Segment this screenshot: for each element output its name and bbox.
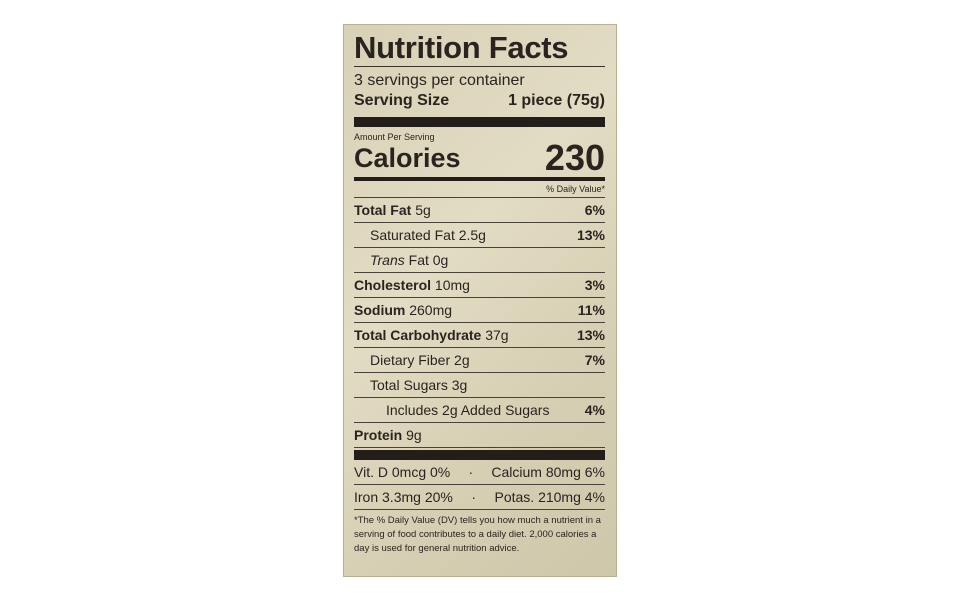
nutrient-row: Trans Fat 0g — [354, 248, 605, 273]
serving-size: Serving Size 1 piece (75g) — [354, 91, 605, 111]
nutrient-row: Dietary Fiber 2g 7% — [354, 348, 605, 373]
nutrient-label: Saturated Fat — [370, 227, 455, 243]
nutrient-amount: 260mg — [409, 302, 453, 318]
serving-size-value: 1 piece (75g) — [508, 92, 605, 109]
nutrient-amount: 0g — [432, 252, 449, 268]
nutrient-label: Dietary Fiber — [370, 352, 451, 368]
vitamin-right: Calcium 80mg 6% — [491, 464, 605, 480]
nutrient-row: Includes 2g Added Sugars 4% — [354, 398, 605, 423]
vitamin-sep: · — [471, 489, 476, 505]
nutrient-list: Total Fat 5g 6% Saturated Fat 2.5g 13% Trans… — [354, 198, 605, 448]
thick-divider — [354, 117, 605, 127]
nutrient-label: Total Sugars — [370, 377, 448, 393]
nutrient-amount: 2.5g — [458, 227, 486, 243]
nutrient-label: Cholesterol — [354, 277, 432, 293]
nutrient-daily-value: 3% — [584, 277, 605, 293]
nutrient-daily-value: 13% — [576, 327, 605, 343]
nutrient-row: Total Sugars 3g — [354, 373, 605, 398]
nutrient-amount: 5g — [415, 202, 431, 218]
nutrient-row: Total Carbohydrate 37g 13% — [354, 323, 605, 348]
nutrient-name: Trans Fat 0g — [354, 248, 448, 272]
vitamin-row: Iron 3.3mg 20% · Potas. 210mg 4% — [354, 485, 605, 510]
nutrient-name: Cholesterol 10mg — [354, 273, 470, 297]
nutrient-label: Total Carbohydrate — [354, 327, 482, 343]
divider — [354, 66, 605, 67]
nutrient-daily-value: 13% — [576, 227, 605, 243]
nutrient-name: Includes 2g Added Sugars — [354, 398, 549, 422]
daily-value-header: % Daily Value* — [354, 181, 605, 198]
nutrient-name: Total Carbohydrate 37g — [354, 323, 509, 347]
nutrient-daily-value: 4% — [584, 402, 605, 418]
amount-per-serving: Amount Per Serving — [354, 132, 435, 142]
serving-size-label: Serving Size — [354, 92, 450, 109]
nutrient-name: Saturated Fat 2.5g — [354, 223, 486, 247]
vitamin-left: Vit. D 0mcg 0% — [354, 464, 451, 480]
nutrient-amount: 37g — [485, 327, 509, 343]
nutrient-amount: 9g — [406, 427, 422, 443]
nutrition-label: Nutrition Facts 3 servings per container… — [343, 24, 617, 577]
nutrient-name: Sodium 260mg — [354, 298, 452, 322]
vitamin-left: Iron 3.3mg 20% — [354, 489, 453, 505]
vitamin-row: Vit. D 0mcg 0% · Calcium 80mg 6% — [354, 460, 605, 485]
nutrient-name: Dietary Fiber 2g — [354, 348, 470, 372]
vitamin-right: Potas. 210mg 4% — [494, 489, 605, 505]
servings-per-container: 3 servings per container — [354, 72, 525, 89]
nutrient-name: Protein 9g — [354, 423, 422, 447]
nutrient-label-suffix: Fat — [408, 252, 429, 268]
nutrient-daily-value: 7% — [584, 352, 605, 368]
nutrient-label: Protein — [354, 427, 403, 443]
calories-label: Calories — [354, 143, 461, 173]
nutrient-row: Total Fat 5g 6% — [354, 198, 605, 223]
nutrient-label: Includes 2g Added Sugars — [386, 402, 550, 418]
medium-divider — [354, 177, 605, 181]
nutrient-daily-value: 11% — [577, 302, 605, 318]
nutrient-label: Total Fat — [354, 202, 412, 218]
calories-value: 230 — [544, 137, 605, 178]
nutrient-label: Trans — [370, 252, 405, 268]
nutrient-amount: 3g — [451, 377, 468, 393]
nutrient-row: Sodium 260mg 11% — [354, 298, 605, 323]
nutrient-row: Protein 9g — [354, 423, 605, 448]
nutrient-amount: 10mg — [434, 277, 470, 293]
vitamin-sep: · — [468, 464, 474, 480]
nutrient-label: Sodium — [354, 302, 406, 318]
nutrient-name: Total Sugars 3g — [354, 373, 467, 397]
thick-divider — [354, 450, 605, 460]
nutrient-row: Cholesterol 10mg 3% — [354, 273, 605, 298]
nutrient-amount: 2g — [454, 352, 470, 368]
vitamin-list: Vit. D 0mcg 0% · Calcium 80mg 6% Iron 3.3mg… — [354, 460, 605, 510]
nutrient-row: Saturated Fat 2.5g 13% — [354, 223, 605, 248]
label-title: Nutrition Facts — [354, 30, 569, 65]
nutrient-daily-value: 6% — [584, 202, 605, 218]
nutrient-name: Total Fat 5g — [354, 198, 431, 222]
calories-row: Calories 230 — [354, 137, 605, 178]
footnote: *The % Daily Value (DV) tells you how mu… — [354, 515, 601, 554]
